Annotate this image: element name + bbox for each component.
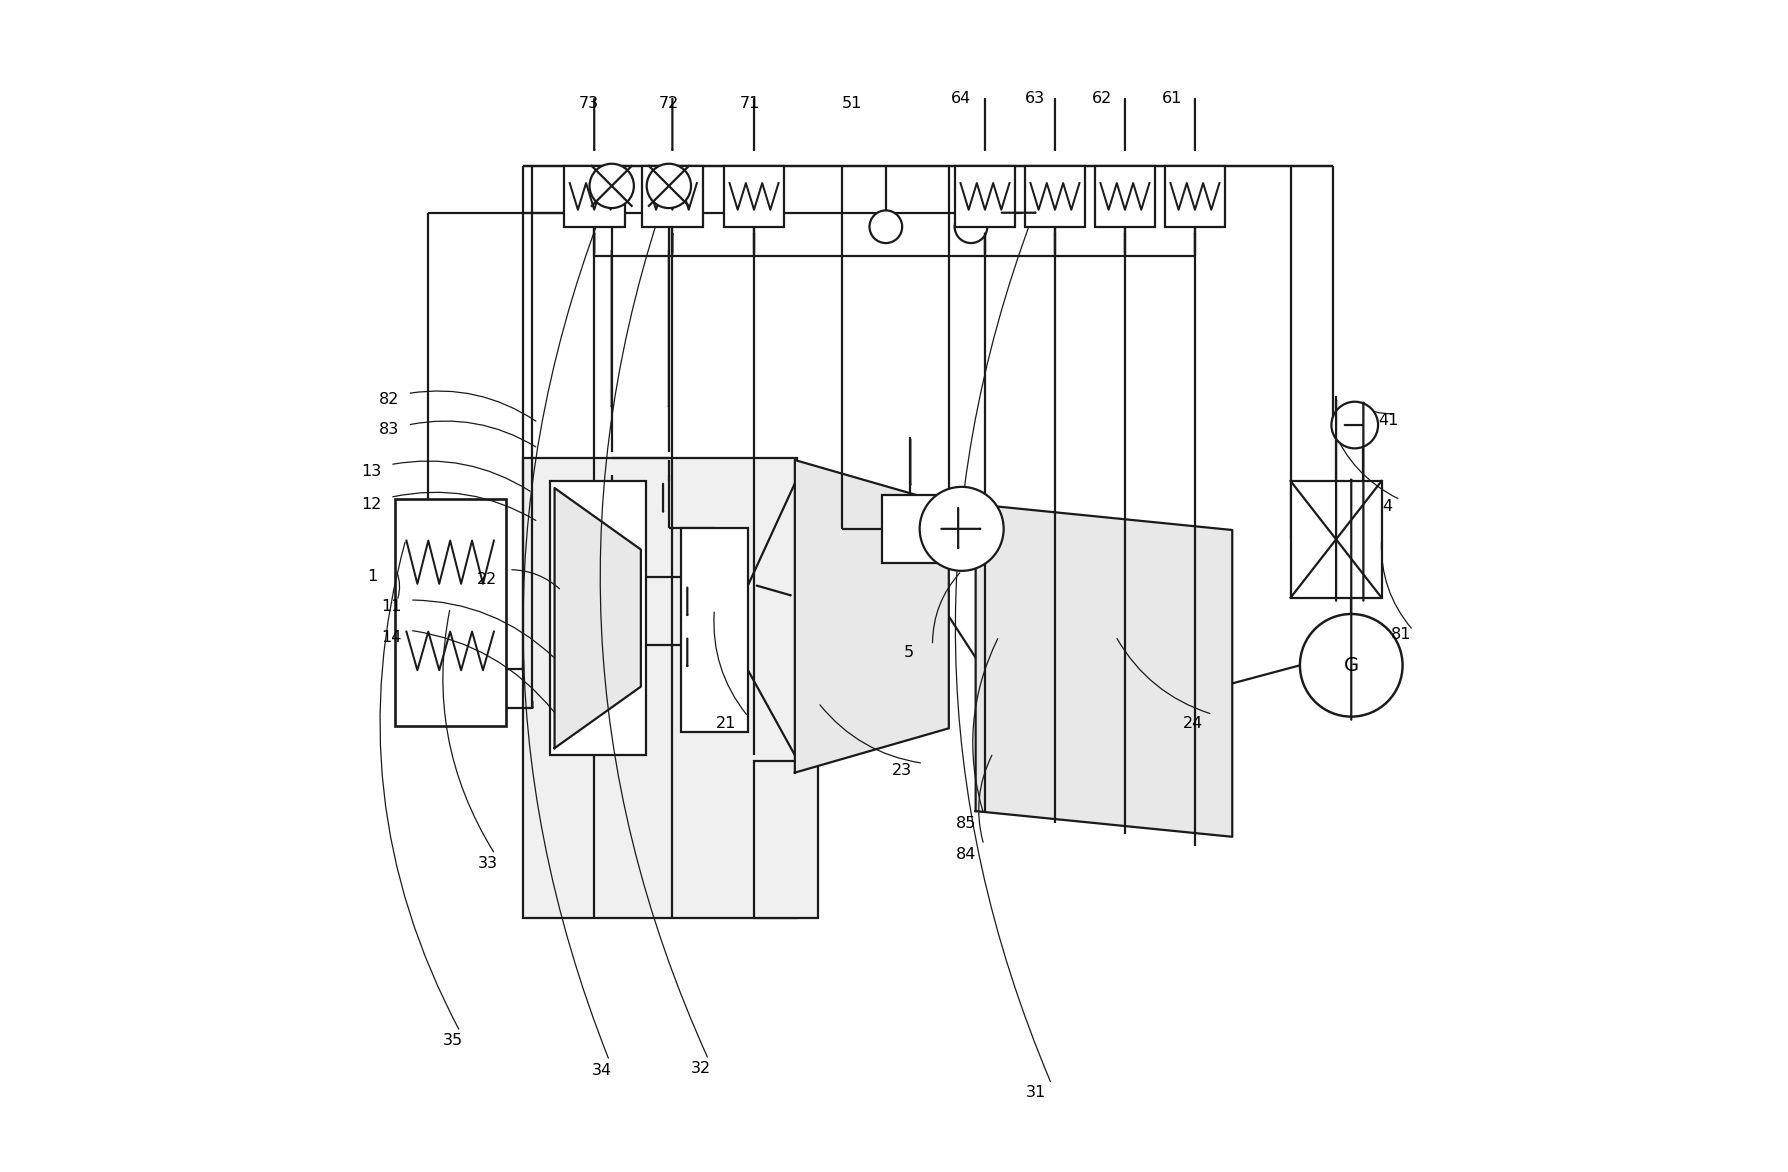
Text: 32: 32 <box>690 1062 712 1076</box>
Text: 61: 61 <box>1162 91 1182 105</box>
Text: 14: 14 <box>381 629 401 645</box>
Circle shape <box>1332 402 1379 449</box>
Bar <box>524 458 797 919</box>
Text: 33: 33 <box>477 856 497 871</box>
Bar <box>1025 166 1085 226</box>
Text: 73: 73 <box>579 96 599 110</box>
Text: 12: 12 <box>361 497 381 512</box>
Bar <box>681 527 747 731</box>
Text: 1: 1 <box>367 570 377 584</box>
Bar <box>724 166 785 226</box>
Circle shape <box>647 164 690 209</box>
Text: 63: 63 <box>1025 91 1044 105</box>
Text: 62: 62 <box>1092 91 1112 105</box>
Text: 51: 51 <box>842 96 862 110</box>
Text: 24: 24 <box>1184 716 1203 731</box>
Text: 81: 81 <box>1391 627 1411 642</box>
Text: 82: 82 <box>379 391 399 407</box>
Bar <box>551 481 645 755</box>
Text: 5: 5 <box>903 645 914 660</box>
Text: 21: 21 <box>715 716 737 731</box>
Circle shape <box>1300 614 1402 716</box>
Bar <box>1094 166 1155 226</box>
Text: 4: 4 <box>1382 499 1393 515</box>
Text: 31: 31 <box>1026 1085 1046 1099</box>
Circle shape <box>869 211 903 243</box>
Bar <box>955 166 1016 226</box>
Text: 35: 35 <box>443 1034 463 1049</box>
Polygon shape <box>796 461 949 772</box>
Bar <box>1164 166 1225 226</box>
Text: 72: 72 <box>658 96 679 110</box>
Text: 41: 41 <box>1379 413 1398 428</box>
Text: 84: 84 <box>957 847 976 861</box>
Bar <box>881 495 939 563</box>
Circle shape <box>590 164 635 209</box>
Bar <box>1291 481 1382 598</box>
Text: 83: 83 <box>379 422 399 437</box>
Text: 64: 64 <box>951 91 971 105</box>
Polygon shape <box>554 488 640 748</box>
Bar <box>563 166 624 226</box>
Bar <box>642 166 703 226</box>
Text: G: G <box>1345 656 1359 675</box>
Polygon shape <box>976 504 1232 837</box>
Bar <box>395 498 506 725</box>
Text: 13: 13 <box>361 464 381 479</box>
Text: 11: 11 <box>381 600 401 614</box>
Bar <box>755 761 819 919</box>
Circle shape <box>919 486 1003 571</box>
Text: 85: 85 <box>957 817 976 831</box>
Text: 34: 34 <box>592 1063 611 1077</box>
Text: 23: 23 <box>892 763 912 778</box>
Text: 71: 71 <box>740 96 760 110</box>
Text: 22: 22 <box>476 572 497 586</box>
Circle shape <box>955 211 987 243</box>
